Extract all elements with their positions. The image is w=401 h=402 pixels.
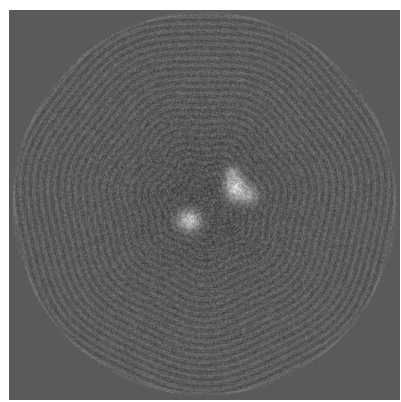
reconstruction-image xyxy=(9,10,400,400)
reconstruction-frame xyxy=(9,10,400,400)
